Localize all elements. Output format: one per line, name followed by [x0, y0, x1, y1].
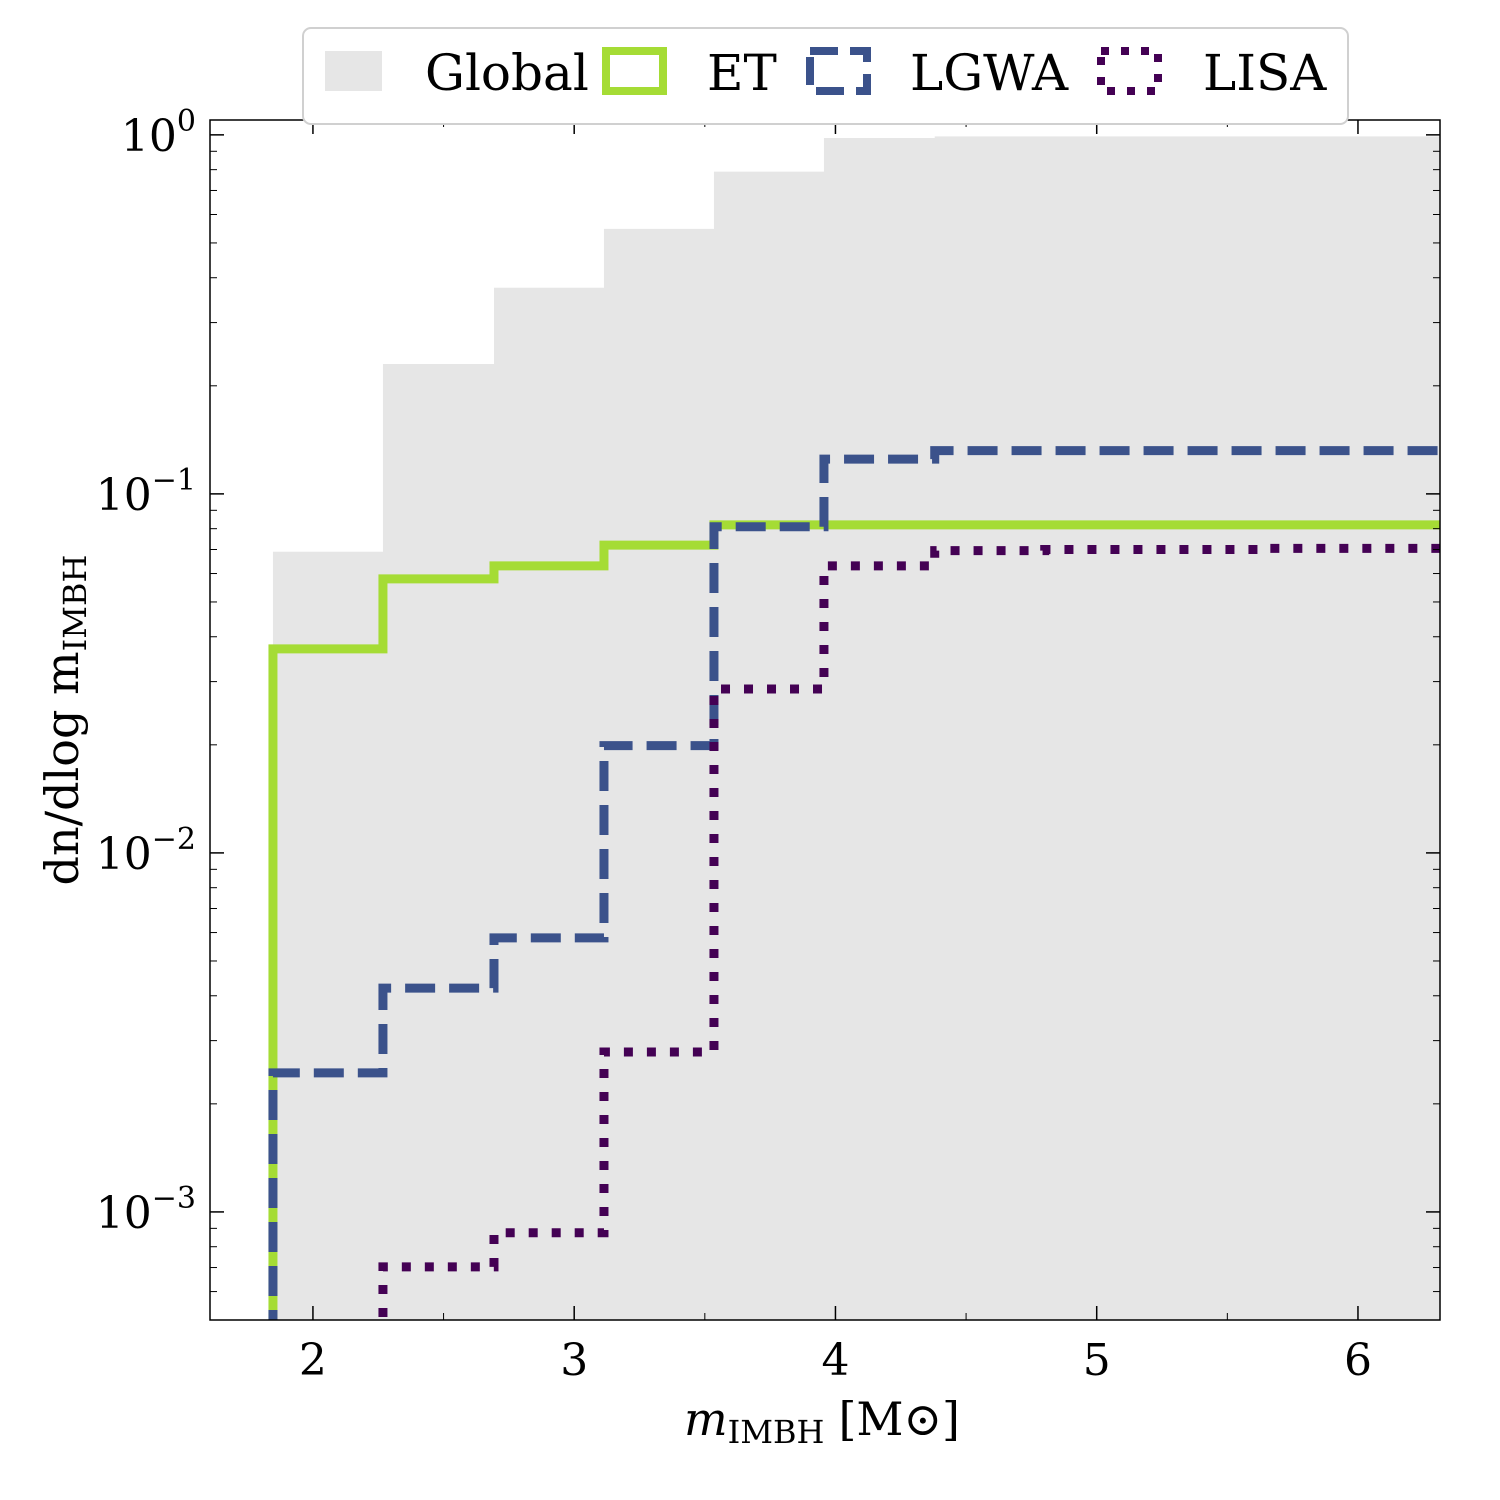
x-axis-label: mIMBH [M⊙] — [684, 1392, 960, 1451]
legend-label-et: ET — [707, 44, 777, 102]
series-lgwa-line — [268, 446, 1440, 1320]
x-tick-label: 3 — [560, 1335, 588, 1386]
legend-label-lisa: LISA — [1203, 44, 1327, 102]
legend-swatch-lgwa — [806, 47, 871, 95]
y-tick-label: 10−3 — [96, 1181, 196, 1239]
y-tick-label: 10−2 — [96, 822, 196, 880]
legend-label-lgwa: LGWA — [910, 44, 1069, 102]
y-tick-label: 10−1 — [96, 463, 196, 521]
legend-swatch-et — [602, 47, 667, 95]
legend-label-global: Global — [425, 44, 589, 102]
plot-area — [268, 136, 1440, 1320]
x-tick-label: 6 — [1344, 1335, 1372, 1386]
y-axis-label: dn/dlog mIMBH — [35, 555, 94, 886]
legend-box — [302, 27, 1349, 125]
x-tick-label: 4 — [821, 1335, 849, 1386]
legend: Global ET LGWA LISA — [302, 27, 1349, 125]
legend-swatch-global — [325, 51, 382, 91]
legend-swatch-lisa — [1097, 47, 1162, 95]
x-tick-label: 5 — [1083, 1335, 1111, 1386]
x-tick-label: 2 — [299, 1335, 327, 1386]
y-tick-label: 100 — [121, 104, 196, 162]
series-global-area — [272, 136, 1440, 1320]
axis-ticks: 2 3 4 5 6 100 10−1 10−2 10−3 — [96, 104, 1440, 1386]
